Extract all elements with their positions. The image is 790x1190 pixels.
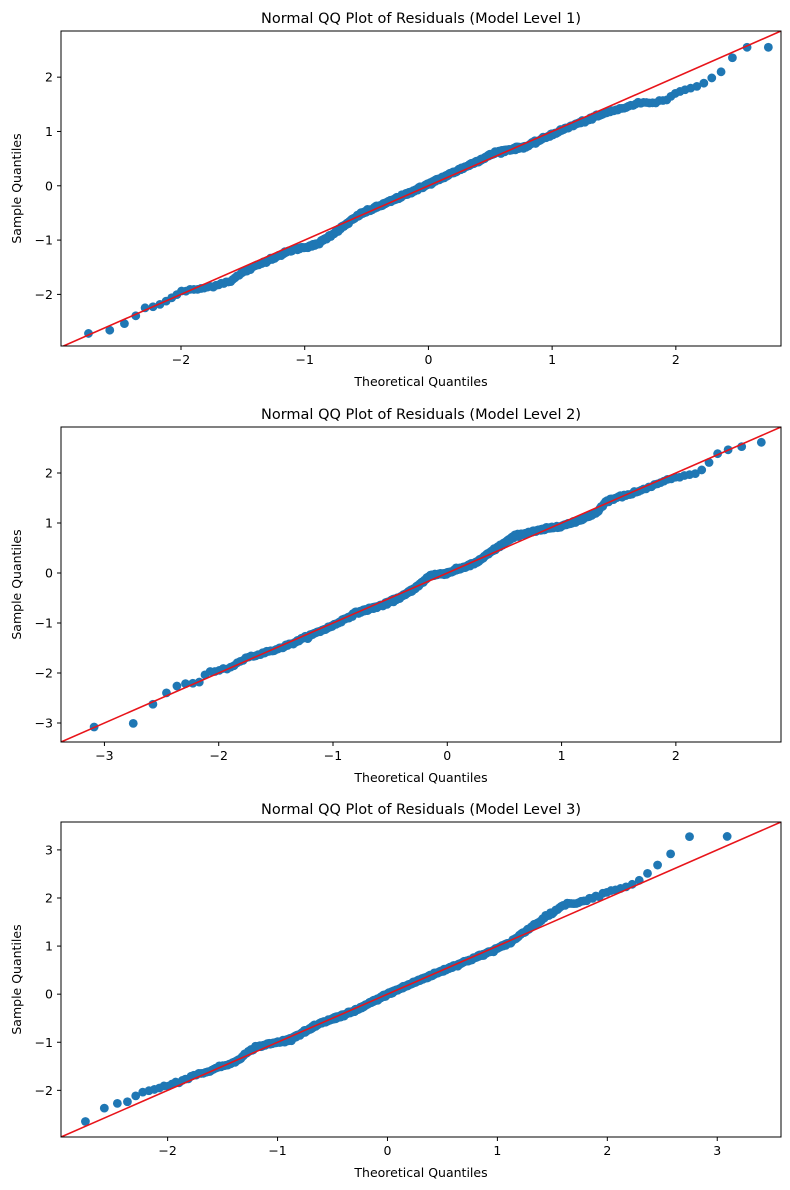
x-tick-label: −1 [268,1143,286,1158]
data-point [112,1098,122,1108]
data-points-3 [43,832,732,1129]
plot-frame [60,821,782,1138]
y-tick-label: −1 [35,233,53,248]
data-point [99,1103,109,1113]
y-tick-label: 0 [45,178,53,193]
data-point [42,330,51,339]
y-axis-label: Sample Quantiles [9,529,24,639]
data-point [699,78,709,88]
y-tick-label: 2 [45,466,53,481]
data-point [643,869,652,878]
x-tick-label: 2 [603,1143,611,1158]
y-tick-label: 3 [45,842,53,857]
x-tick-label: 2 [672,352,680,367]
y-tick-label: 0 [45,566,53,581]
x-tick-label: −3 [95,748,113,763]
data-point [685,832,694,842]
x-tick-label: −1 [295,352,313,367]
y-tick-label: 1 [45,516,53,531]
chart-title: Normal QQ Plot of Residuals (Model Level… [261,802,581,818]
x-tick-label: 0 [443,748,451,763]
qq-panel-3: −2 −1 0 1 2 3 −2 −1 0 1 2 3 Normal QQ Plot of Residu… [9,802,782,1180]
data-point [43,1120,52,1129]
x-tick-label: 3 [713,1143,721,1158]
chart-title: Normal QQ Plot of Residuals (Model Level… [261,407,581,423]
y-axis-label: Sample Quantiles [9,924,24,1034]
y-tick-label: −2 [35,666,53,681]
x-axis-label: Theoretical Quantiles [353,770,487,785]
data-points-2 [89,437,766,732]
x-tick-label: 0 [383,1143,391,1158]
data-point [716,67,726,77]
data-point [128,719,138,728]
y-axis-label: Sample Quantiles [9,133,24,243]
plot-frame [60,426,782,743]
y-tick-label: −1 [35,616,53,631]
x-tick-label: 1 [493,1143,501,1158]
reference-line [61,427,781,742]
x-axis-label: Theoretical Quantiles [353,374,487,389]
data-point [697,465,707,475]
y-tick-label: −1 [35,1035,53,1050]
qq-panel-2: −3 −2 −1 0 1 2 −3 −2 −1 0 1 2 Normal QQ Plot of Resi… [9,407,782,785]
data-point [81,1117,90,1126]
y-tick-label: 2 [45,890,53,905]
y-tick-label: 1 [45,124,53,139]
x-tick-label: 0 [424,352,432,367]
data-point [728,53,737,63]
x-tick-label: −2 [172,352,190,367]
qq-panel-1: −2 −1 0 1 2 −2 −1 0 1 2 Normal QQ Plot of Residual… [9,11,782,389]
y-tick-label: −3 [35,716,53,731]
x-tick-label: −1 [324,748,342,763]
y-tick-label: 2 [45,70,53,85]
data-point [756,437,766,447]
data-point [707,73,717,83]
data-point [172,681,182,691]
data-point [105,325,115,335]
data-point [653,860,662,870]
x-tick-label: −2 [158,1143,176,1158]
data-point [666,849,676,859]
x-tick-label: 1 [558,748,566,763]
reference-line [61,822,781,1137]
data-point [120,319,129,329]
y-tick-label: 0 [45,987,53,1002]
y-tick-label: 1 [45,939,53,954]
y-tick-label: −2 [35,1083,53,1098]
x-tick-label: 1 [548,352,556,367]
data-point [690,469,700,478]
data-point [763,42,773,52]
data-point [692,81,702,91]
chart-title: Normal QQ Plot of Residuals (Model Level… [261,11,581,27]
data-point [722,832,732,841]
y-tick-label: −2 [35,287,53,302]
x-tick-label: −2 [209,748,227,763]
data-point [131,1091,141,1101]
plot-frame [60,30,782,347]
data-point [123,1097,132,1107]
x-axis-label: Theoretical Quantiles [353,1165,487,1180]
reference-line [61,31,781,346]
x-tick-label: 2 [672,748,680,763]
